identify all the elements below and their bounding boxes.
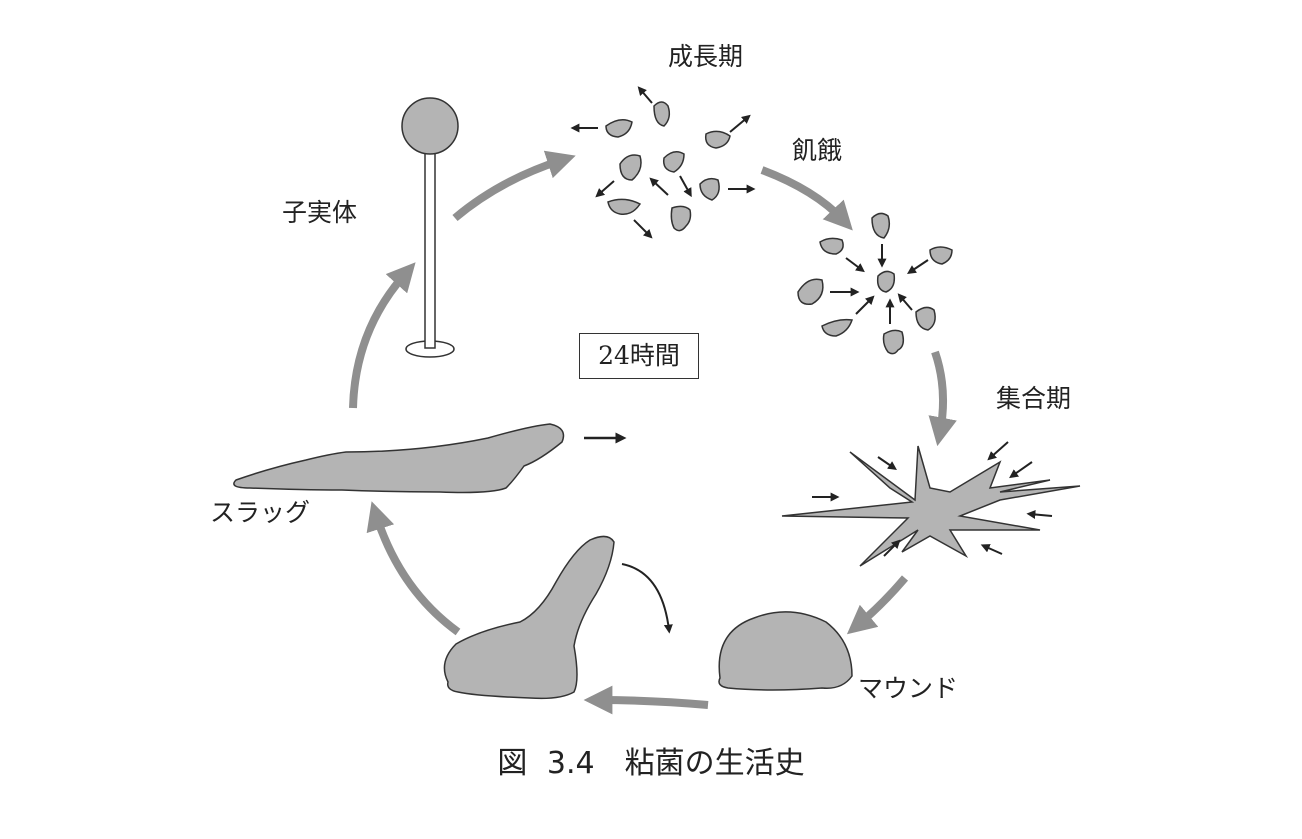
motion-arrow <box>633 219 653 239</box>
motion-arrow <box>980 544 1003 555</box>
motion-arrow <box>845 257 865 273</box>
motion-arrow <box>595 180 615 198</box>
motion-arrow <box>729 114 751 133</box>
amoeba-cell <box>607 198 642 216</box>
amoeba-cell <box>821 318 853 337</box>
amoeba-cell <box>929 246 953 265</box>
motion-arrow <box>1009 461 1033 479</box>
figure-caption: 図 3.4 粘菌の生活史 <box>497 746 805 781</box>
fruiting-body-stalk <box>424 147 436 349</box>
duration-box: 24時間 <box>579 333 699 379</box>
cycle-arrow-migrating-to-slug <box>366 501 461 636</box>
mound-shape <box>718 611 853 691</box>
amoeba-cell <box>662 151 685 173</box>
motion-arrow <box>907 259 929 274</box>
growth-phase-cells <box>605 101 731 232</box>
motion-arrow <box>897 293 913 311</box>
aggregation-motion-arrows <box>812 441 1053 557</box>
amoeba-cell <box>699 177 720 201</box>
cycle-arrow-mound-to-migrating <box>583 685 709 715</box>
amoeba-cell <box>704 130 731 149</box>
amoeba-cell <box>882 329 905 355</box>
amoeba-cell <box>871 212 891 239</box>
label-fruiting-body: 子実体 <box>282 198 358 227</box>
amoeba-cell <box>876 270 896 293</box>
motion-arrow <box>649 177 669 196</box>
label-mound: マウンド <box>858 674 959 703</box>
motion-arrow <box>855 295 875 315</box>
amoeba-cell <box>653 101 671 127</box>
migrating-slug-shape <box>443 535 615 700</box>
growth-motion-arrows <box>570 86 756 239</box>
cycle-arrow-fruiting-to-growth <box>452 150 576 222</box>
motion-arrow <box>877 456 897 471</box>
motion-arrow <box>883 539 901 557</box>
label-starvation: 飢餓 <box>792 136 843 165</box>
amoeba-cell <box>915 306 936 331</box>
amoeba-cell <box>670 205 692 232</box>
cycle-arrow-aggregation-to-mound <box>846 575 909 635</box>
cycle-arrow-growth-to-starvation <box>760 166 853 231</box>
amoeba-cell <box>797 278 824 305</box>
label-aggregation-phase: 集合期 <box>996 384 1072 413</box>
slug-shape <box>233 423 565 494</box>
amoeba-cell <box>819 237 844 255</box>
aggregation-streams <box>781 445 1081 567</box>
amoeba-cell <box>605 119 633 138</box>
curved-motion-arrow <box>621 563 673 634</box>
label-slug: スラッグ <box>210 498 311 527</box>
amoeba-cell <box>619 154 642 181</box>
cycle-arrow-starvation-to-aggregation <box>928 350 957 447</box>
cycle-arrow-slug-to-fruiting <box>349 262 416 409</box>
motion-arrow <box>679 175 692 198</box>
starvation-motion-arrows <box>830 244 929 324</box>
fruiting-body <box>401 97 459 358</box>
motion-arrow <box>637 86 653 104</box>
label-growth-phase: 成長期 <box>668 42 744 71</box>
cycle-arrows <box>349 150 957 715</box>
motion-arrow <box>1026 510 1053 519</box>
fruiting-body-spore-head <box>401 97 459 155</box>
starvation-phase-cells <box>797 212 953 355</box>
motion-arrow <box>987 441 1009 461</box>
